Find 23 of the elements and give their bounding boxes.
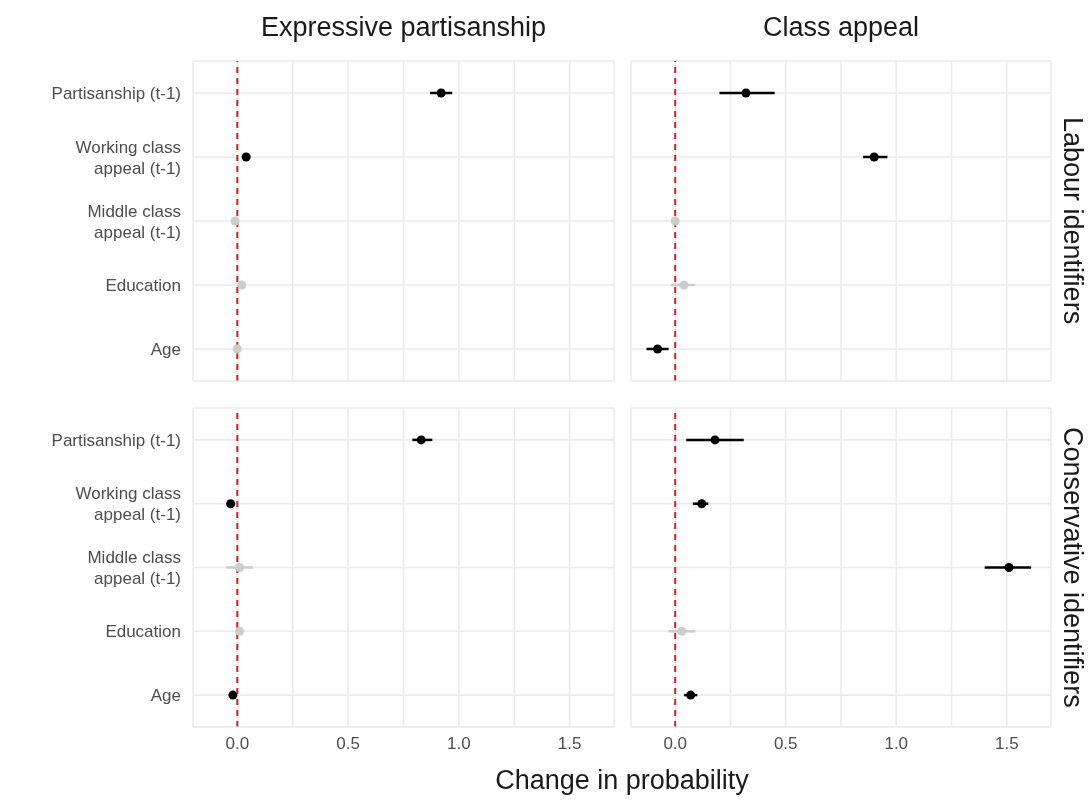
y-tick-label: Education bbox=[105, 622, 181, 642]
y2-axis-title: Labour identifiers bbox=[1056, 117, 1088, 325]
chart-title: Expressive partisanship bbox=[259, 12, 548, 43]
y-tick-label: Education bbox=[105, 276, 181, 295]
x-tick-label: 0.0 bbox=[663, 734, 688, 753]
y-tick-label: Working class appeal (t-1) bbox=[75, 484, 181, 525]
x-tick-label: 0.5 bbox=[773, 734, 798, 753]
y-tick-label: Middle class appeal (t-1) bbox=[87, 201, 181, 242]
x-tick-label: 1.5 bbox=[994, 734, 1019, 753]
x-tick-label: 0.0 bbox=[225, 734, 250, 753]
y-tick-label: Working class appeal (t-1) bbox=[75, 137, 181, 178]
y-tick-label: Age bbox=[150, 340, 181, 359]
y-tick-label: Age bbox=[150, 686, 181, 706]
x-axis-title: Change in probability bbox=[494, 765, 750, 796]
x-tick-label: 0.5 bbox=[336, 734, 360, 753]
x-tick-label: 1.5 bbox=[557, 734, 582, 753]
y-tick-label: Middle class appeal (t-1) bbox=[87, 548, 181, 588]
y2-axis-title: Conservative identifiers bbox=[1056, 427, 1088, 708]
y-tick-label: Partisanship (t-1) bbox=[51, 430, 181, 450]
x-tick-label: 1.0 bbox=[884, 734, 909, 753]
x-tick-label: 1.0 bbox=[447, 734, 471, 753]
y-tick-label: Partisanship (t-1) bbox=[51, 84, 181, 103]
chart-title: Class appeal bbox=[761, 12, 921, 43]
